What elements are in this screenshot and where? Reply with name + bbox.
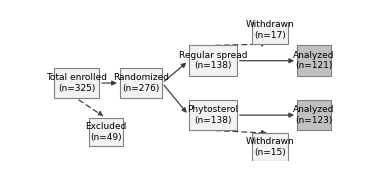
FancyArrowPatch shape (164, 85, 186, 112)
Text: Analyzed
(n=123): Analyzed (n=123) (293, 105, 335, 125)
FancyArrowPatch shape (240, 59, 293, 63)
FancyBboxPatch shape (189, 100, 237, 131)
Text: Total enrolled
(n=325): Total enrolled (n=325) (46, 73, 107, 93)
FancyBboxPatch shape (89, 118, 123, 146)
FancyBboxPatch shape (189, 45, 237, 76)
FancyArrowPatch shape (164, 64, 186, 81)
FancyArrowPatch shape (215, 131, 266, 135)
FancyArrowPatch shape (79, 100, 102, 116)
Text: Withdrawn
(n=17): Withdrawn (n=17) (246, 20, 294, 40)
Text: Phytosterol
(n=138): Phytosterol (n=138) (187, 105, 239, 125)
Text: Analyzed
(n=121): Analyzed (n=121) (293, 51, 335, 70)
FancyArrowPatch shape (240, 113, 293, 117)
Text: Randomized
(n=276): Randomized (n=276) (113, 73, 169, 93)
Text: Excluded
(n=49): Excluded (n=49) (85, 122, 127, 142)
FancyArrowPatch shape (215, 42, 266, 46)
FancyBboxPatch shape (297, 100, 331, 131)
FancyBboxPatch shape (252, 133, 288, 161)
Text: Withdrawn
(n=15): Withdrawn (n=15) (246, 137, 294, 157)
FancyBboxPatch shape (54, 68, 99, 98)
FancyArrowPatch shape (102, 81, 116, 85)
FancyBboxPatch shape (120, 68, 162, 98)
FancyBboxPatch shape (297, 45, 331, 76)
FancyBboxPatch shape (252, 16, 288, 44)
Text: Regular spread
(n=138): Regular spread (n=138) (178, 51, 247, 70)
